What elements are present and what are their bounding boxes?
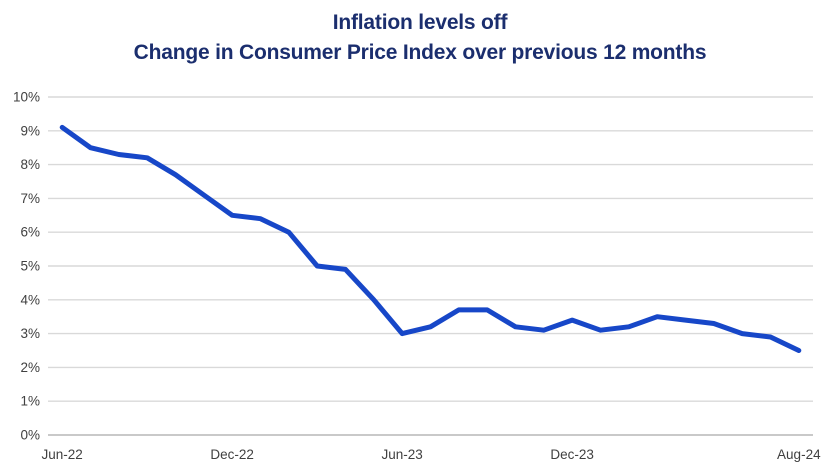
y-axis-tick-label: 5% <box>20 259 40 274</box>
y-axis-tick-label: 7% <box>20 191 40 206</box>
y-axis-tick-label: 4% <box>20 292 40 307</box>
x-axis-tick-label: Jun-23 <box>382 447 423 462</box>
x-axis-tick-label: Dec-22 <box>210 447 254 462</box>
chart-title: Inflation levels off <box>332 11 508 34</box>
y-axis-tick-label: 10% <box>13 90 40 105</box>
y-axis-tick-label: 2% <box>20 360 40 375</box>
y-axis-tick-label: 8% <box>20 157 40 172</box>
x-axis-tick-label: Aug-24 <box>777 447 821 462</box>
chart-subtitle: Change in Consumer Price Index over prev… <box>133 41 707 64</box>
x-axis-tick-label: Dec-23 <box>550 447 594 462</box>
y-axis-tick-label: 9% <box>20 123 40 138</box>
y-axis-tick-label: 0% <box>20 428 40 443</box>
y-axis-tick-label: 3% <box>20 326 40 341</box>
y-axis-tick-label: 6% <box>20 225 40 240</box>
x-axis-tick-label: Jun-22 <box>42 447 83 462</box>
y-axis-tick-label: 1% <box>20 394 40 409</box>
inflation-line-series <box>59 124 802 353</box>
chart-header: Inflation levels off Change in Consumer … <box>0 8 840 68</box>
